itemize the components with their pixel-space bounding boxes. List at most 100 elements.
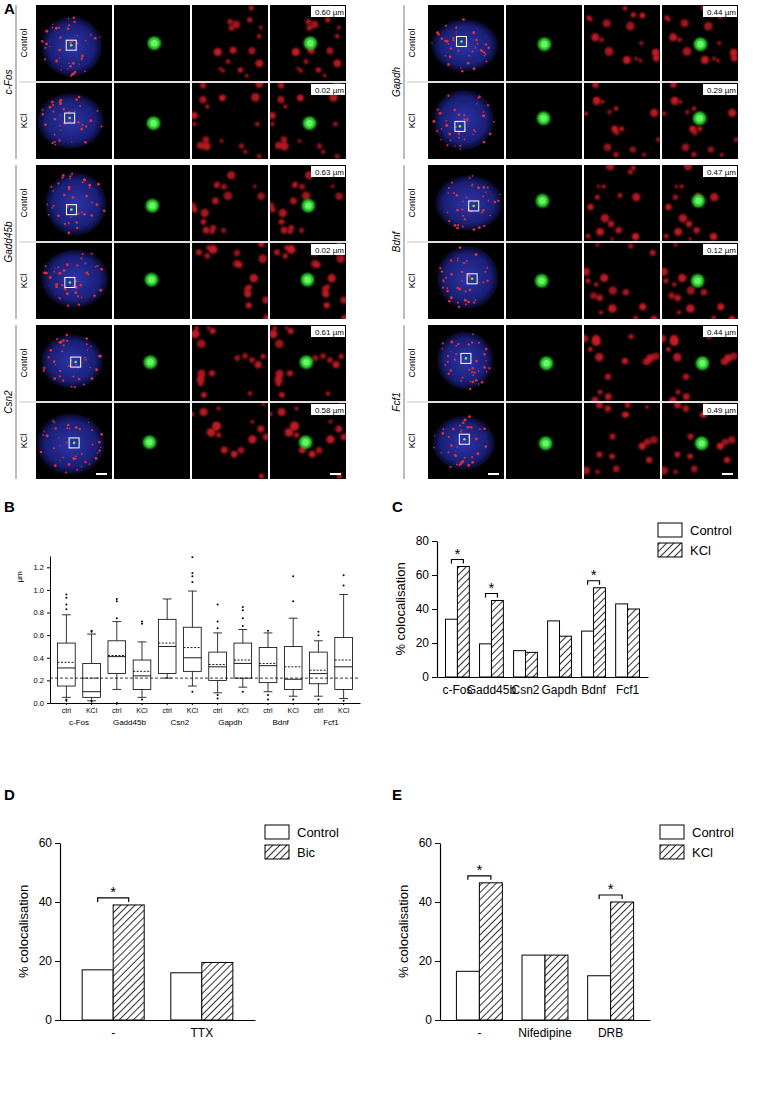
red-signal — [216, 406, 220, 410]
tick-mark — [293, 703, 294, 705]
red-signal — [324, 302, 330, 308]
whisker — [66, 615, 67, 643]
red-signal — [335, 193, 342, 200]
red-signal — [249, 5, 254, 10]
image-content — [41, 334, 103, 389]
median — [259, 665, 277, 666]
red-dot — [455, 31, 456, 32]
whisker-cap — [238, 629, 247, 630]
red-signal — [662, 467, 668, 475]
red-dot — [49, 46, 50, 47]
red-signal — [711, 315, 716, 319]
red-signal — [670, 83, 677, 88]
image-background — [36, 243, 112, 319]
image-background — [114, 83, 190, 159]
red-signal — [238, 447, 245, 454]
red-dot — [499, 194, 500, 195]
whisker — [318, 641, 319, 652]
red-signal — [619, 126, 624, 131]
red-signal — [288, 328, 294, 334]
red-dot — [460, 67, 461, 68]
red-dot — [69, 178, 71, 180]
red-signal — [697, 126, 702, 131]
red-dot — [446, 290, 449, 293]
red-dot — [471, 342, 473, 344]
red-dot — [88, 422, 89, 423]
image-background — [114, 5, 190, 81]
red-dot — [85, 359, 87, 361]
red-dot — [97, 183, 100, 186]
red-dot — [483, 111, 485, 113]
legend-label: KCl — [690, 543, 711, 558]
green-signal — [303, 117, 316, 130]
green-signal — [540, 115, 546, 121]
red-dot — [452, 37, 454, 39]
tick-mark — [343, 703, 344, 705]
red-signal — [701, 56, 709, 64]
red-dot — [485, 446, 487, 448]
red-dot — [470, 426, 473, 429]
red-dot — [448, 372, 450, 374]
red-dot — [68, 111, 70, 113]
red-signal — [688, 237, 692, 241]
red-signal — [270, 412, 273, 416]
gene-label: c-Fos — [3, 70, 14, 95]
image-content — [192, 171, 265, 234]
green-signal — [143, 436, 156, 449]
tick-mark — [47, 680, 50, 681]
condition-label: KCl — [19, 114, 29, 129]
image-content — [145, 273, 158, 286]
image-background — [428, 83, 504, 159]
micrograph — [267, 165, 346, 241]
red-signal — [275, 339, 284, 348]
red-signal — [220, 139, 224, 143]
box-body — [184, 627, 202, 671]
red-signal — [312, 355, 318, 361]
red-signal — [670, 337, 679, 346]
gene-block: Gadd45bControl0.63 µmKCl0.02 µm — [3, 165, 349, 323]
red-dot — [460, 149, 462, 151]
red-dot — [478, 370, 480, 372]
micrograph — [190, 402, 270, 479]
green-signal — [305, 202, 311, 208]
green-signal — [539, 437, 552, 450]
red-dot — [62, 379, 64, 381]
red-dot — [59, 375, 61, 377]
red-dot — [436, 130, 438, 132]
outlier — [65, 597, 67, 599]
outlier — [242, 617, 244, 619]
red-dot — [447, 361, 449, 363]
image-background — [662, 83, 738, 159]
red-signal — [259, 473, 264, 478]
image-content — [270, 403, 346, 479]
outlier — [217, 604, 219, 606]
box — [184, 556, 202, 693]
tick: 0 — [425, 1013, 440, 1027]
red-signal — [221, 228, 226, 233]
nucleus — [41, 249, 108, 307]
red-dot — [65, 471, 67, 473]
axis-line — [437, 542, 438, 678]
red-dot — [85, 337, 87, 339]
red-dot — [43, 434, 45, 436]
mean — [259, 663, 277, 664]
image-background — [114, 325, 190, 401]
red-signal — [584, 335, 588, 343]
red-signal — [201, 392, 207, 398]
outlier — [191, 556, 193, 558]
red-dot — [471, 456, 473, 458]
red-signal — [639, 41, 643, 45]
red-dot — [461, 70, 464, 73]
micrograph — [582, 243, 660, 322]
red-dot — [459, 246, 462, 249]
red-dot — [482, 115, 485, 118]
red-dot — [481, 381, 484, 384]
tick: 40 — [416, 602, 437, 616]
micrograph — [506, 325, 582, 401]
outlier — [116, 702, 118, 703]
image-content — [662, 83, 738, 157]
tick-mark — [432, 643, 437, 644]
red-dot — [460, 431, 462, 433]
red-signal — [625, 403, 631, 408]
bar — [202, 962, 233, 1020]
